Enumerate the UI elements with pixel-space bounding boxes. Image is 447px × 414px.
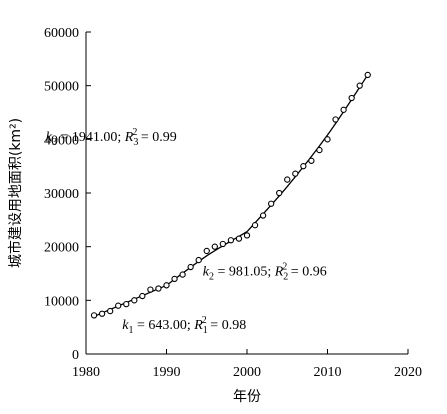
- data-point: [219, 240, 226, 248]
- data-point: [203, 247, 210, 255]
- data-point: [316, 146, 323, 154]
- data-point: [348, 94, 355, 102]
- y-tick-label: 40000: [44, 133, 79, 148]
- x-tick-label: 2020: [394, 365, 422, 380]
- fit-lines: [93, 74, 369, 318]
- data-point: [251, 222, 259, 229]
- y-tick-label: 0: [72, 348, 79, 363]
- x-ticks: 1980 1990 2000 2010 2020: [72, 349, 422, 380]
- data-point: [300, 163, 307, 170]
- data-point: [131, 297, 138, 304]
- data-point: [179, 271, 186, 278]
- data-point: [332, 116, 339, 123]
- data-point: [163, 282, 170, 289]
- data-point: [90, 312, 98, 319]
- data-point: [364, 71, 371, 79]
- y-ticks: 0 10000 20000 30000 40000 50000 60000: [44, 26, 91, 363]
- y-tick-label: 10000: [44, 294, 79, 309]
- data-point: [171, 275, 178, 283]
- annotations: k3 = 1941.00; R32 = 0.99 k2 = 981.05; R22…: [46, 127, 327, 336]
- data-points: [90, 71, 371, 319]
- data-point: [292, 170, 299, 177]
- x-axis-title: 年份: [233, 389, 261, 405]
- x-tick-label: 2010: [314, 365, 342, 380]
- y-axis-title: 城市建设用地面积(km²): [7, 118, 24, 268]
- y-tick-label: 50000: [44, 80, 79, 95]
- data-point: [187, 263, 194, 271]
- x-tick-label: 1990: [153, 365, 181, 380]
- x-tick-label: 2000: [233, 365, 261, 380]
- annotation-k3: k3 = 1941.00; R32 = 0.99: [46, 127, 177, 148]
- annotation-k1: k1 = 643.00; R12 = 0.98: [122, 315, 246, 336]
- data-point: [284, 176, 291, 183]
- data-point: [356, 82, 363, 89]
- data-point: [227, 237, 235, 244]
- data-point: [107, 307, 114, 315]
- y-tick-label: 60000: [44, 26, 79, 41]
- y-tick-label: 20000: [44, 241, 79, 256]
- data-point: [235, 235, 243, 242]
- data-point: [147, 286, 154, 293]
- data-point: [115, 302, 122, 309]
- data-point: [259, 212, 267, 219]
- x-tick-label: 1980: [72, 365, 100, 380]
- data-point: [243, 232, 251, 239]
- data-point: [324, 136, 331, 143]
- data-point: [340, 106, 347, 113]
- annotation-k2: k2 = 981.05; R22 = 0.96: [203, 262, 327, 283]
- data-point: [211, 243, 218, 250]
- data-point: [98, 310, 106, 317]
- data-point: [308, 157, 315, 164]
- fit-line-1: [93, 284, 167, 318]
- data-point: [155, 285, 162, 292]
- data-point: [123, 300, 130, 308]
- y-tick-label: 30000: [44, 187, 79, 202]
- data-point: [276, 189, 283, 197]
- data-point: [139, 292, 146, 300]
- axes: [85, 32, 408, 355]
- data-point: [267, 200, 275, 207]
- data-point: [195, 256, 202, 264]
